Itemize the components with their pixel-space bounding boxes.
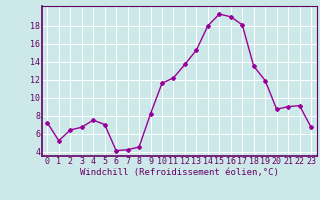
X-axis label: Windchill (Refroidissement éolien,°C): Windchill (Refroidissement éolien,°C) <box>80 168 279 177</box>
